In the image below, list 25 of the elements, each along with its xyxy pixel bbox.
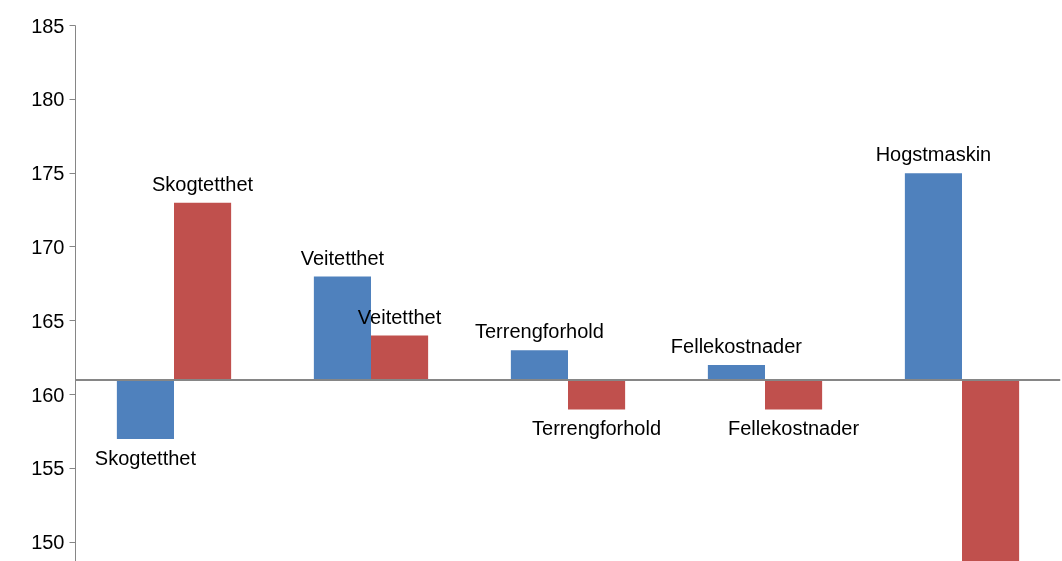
bar [962,379,1020,561]
y-tick-label: 175 [31,162,65,185]
y-tick-label: 180 [31,88,65,111]
bar [510,350,568,380]
y-tick-label: 185 [31,14,65,37]
data-label: Skogtetthet [94,446,197,469]
bar [765,379,823,410]
data-label: Veitetthet [300,246,385,269]
bar [174,202,232,380]
y-tick-label: 160 [31,383,65,406]
y-tick-label: 155 [31,457,65,480]
bar [116,379,174,439]
y-tick-label: 165 [31,309,65,332]
data-label: Hogstmaskin [875,143,992,166]
bar [568,379,626,410]
bar [707,365,765,380]
data-label: Fellekostnader [727,417,860,440]
data-label: Terrengforhold [532,417,662,440]
data-label: Skogtetthet [151,172,254,195]
y-tick-label: 170 [31,235,65,258]
bar [371,335,429,380]
bar [904,173,962,380]
data-label: Fellekostnader [670,335,803,358]
data-label: Terrengforhold [474,320,604,343]
y-tick-label: 150 [31,531,65,554]
